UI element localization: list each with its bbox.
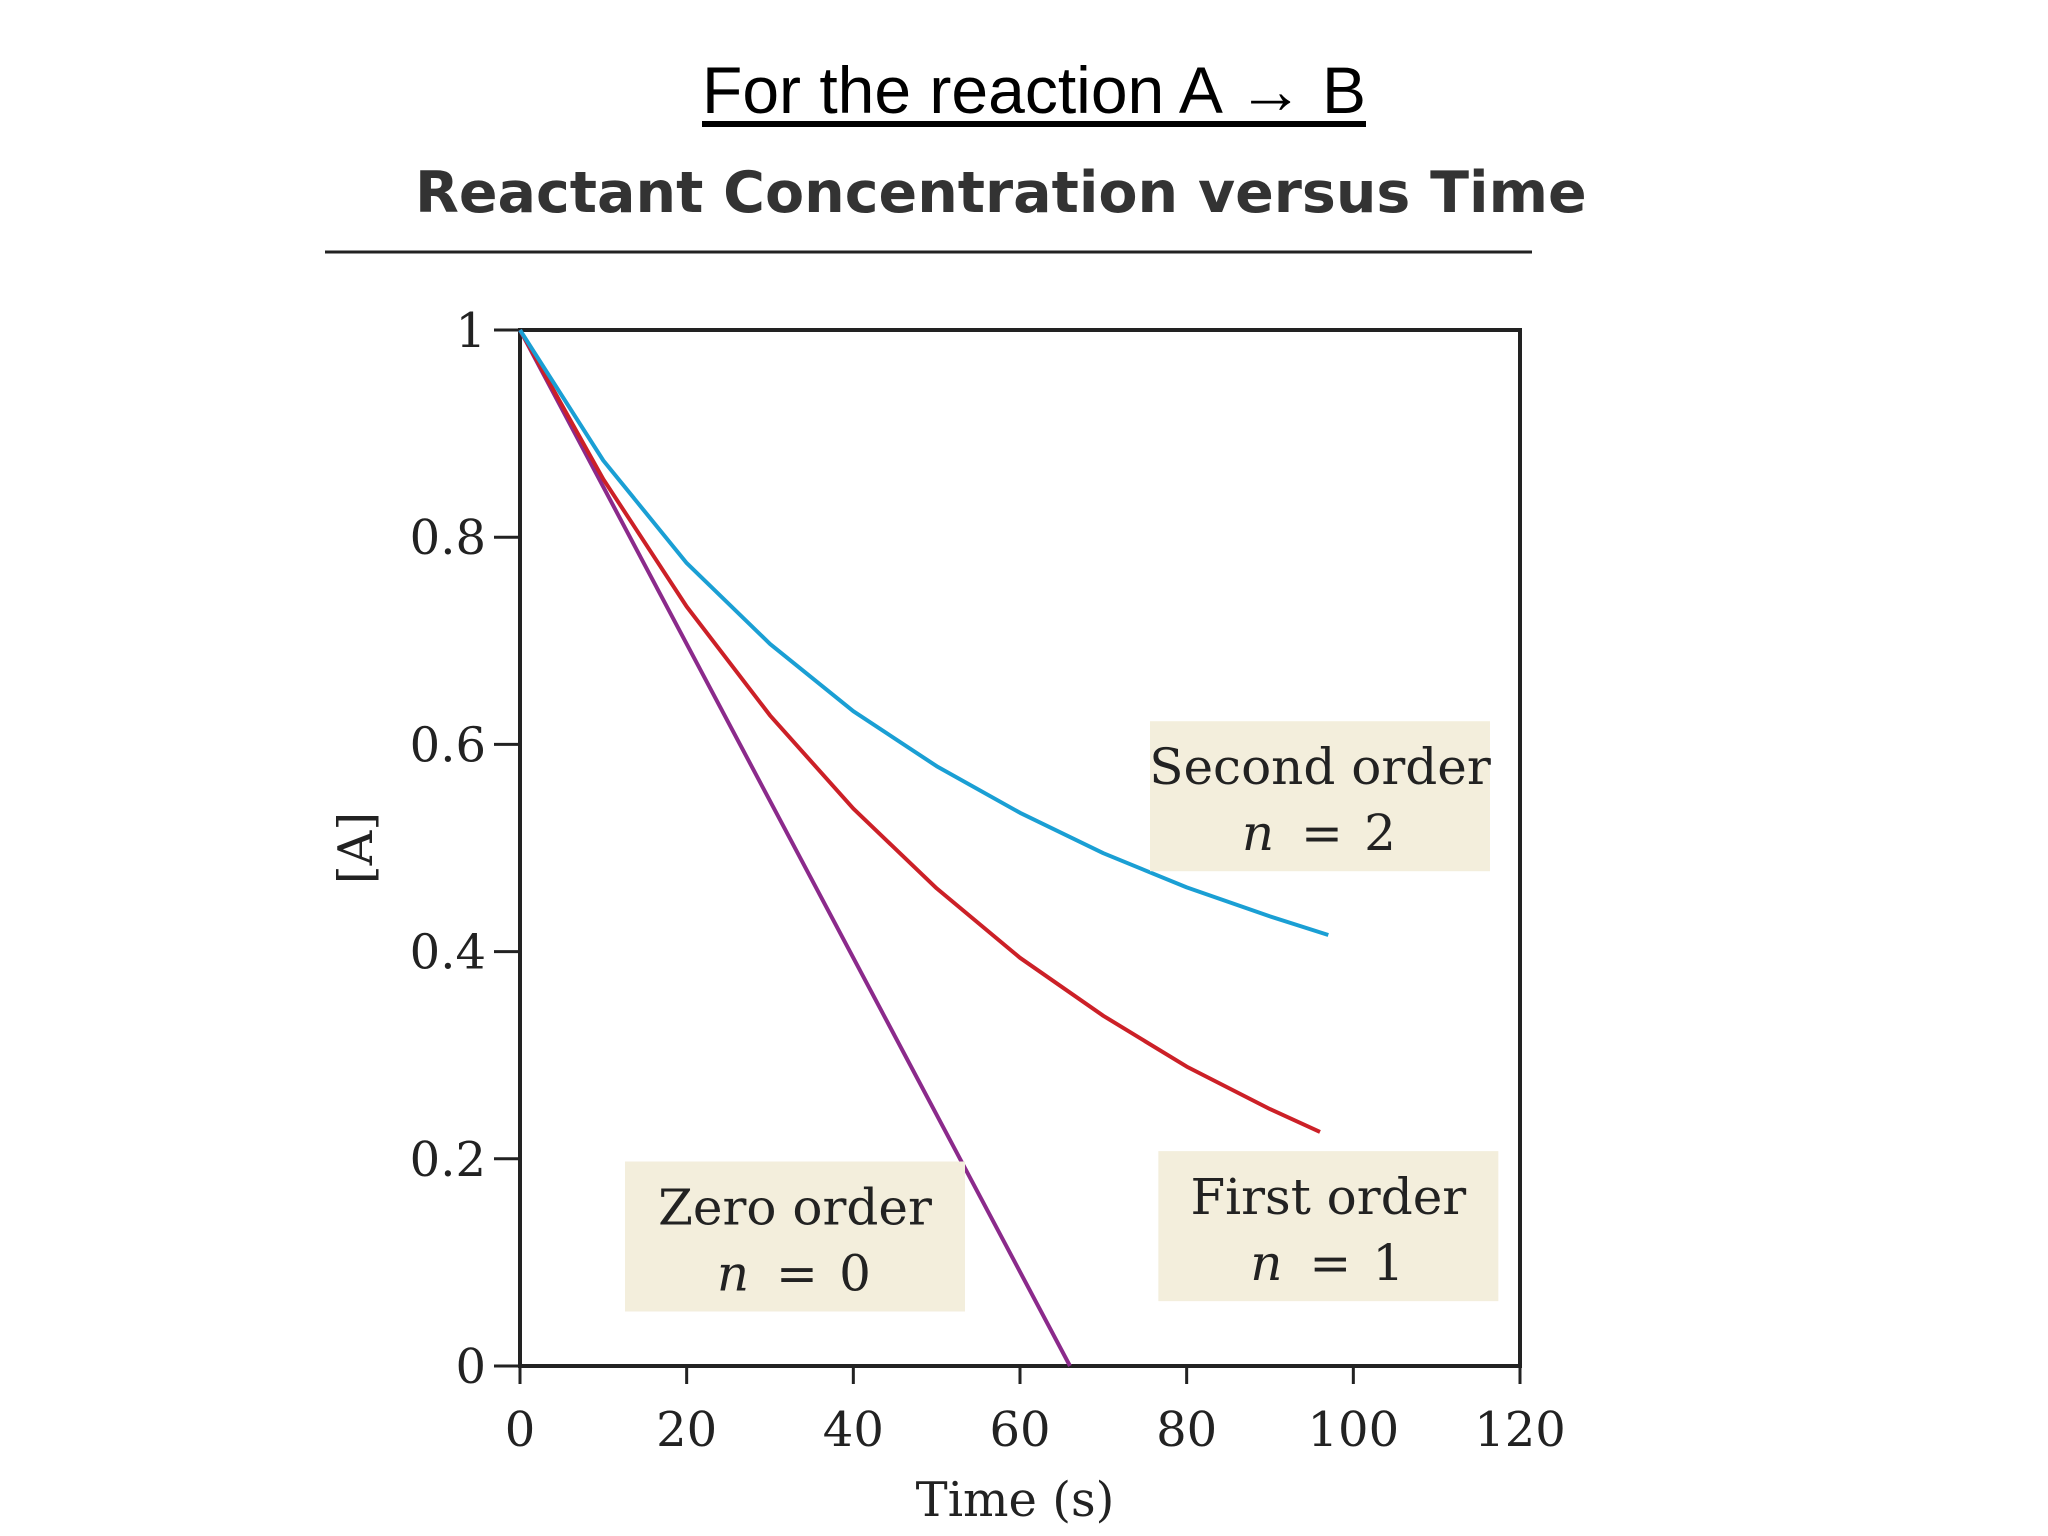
- series-line-first-order: [518, 329, 1321, 1134]
- y-tick-label: 0.4: [410, 925, 486, 981]
- slide-heading: For the reaction A → B: [702, 53, 1366, 127]
- x-tick-label: 20: [656, 1402, 717, 1458]
- annotation-box-first-order: [1158, 1151, 1499, 1302]
- annotation-value-first-order: 1: [1372, 1234, 1404, 1292]
- annotation-n-first-order: n: [1250, 1234, 1282, 1292]
- annotation-title-zero-order: Zero order: [658, 1179, 932, 1237]
- annotation-n-zero-order: n: [717, 1245, 749, 1303]
- annotation-box-zero-order: [625, 1161, 965, 1312]
- x-tick-label: 80: [1156, 1402, 1217, 1458]
- x-tick-label: 120: [1474, 1402, 1566, 1458]
- annotation-eq-second-order: =: [1301, 804, 1343, 862]
- series-line-second-order: [518, 328, 1329, 937]
- annotation-value-zero-order: 0: [839, 1245, 871, 1303]
- x-axis-label: Time (s): [916, 1472, 1115, 1528]
- series-line-zero-order: [518, 329, 1072, 1367]
- annotation-box-second-order: [1150, 721, 1490, 872]
- annotation-n-second-order: n: [1242, 804, 1274, 862]
- annotation-title-second-order: Second order: [1149, 738, 1491, 796]
- y-tick-label: 0.2: [410, 1132, 486, 1188]
- y-tick-label: 0.8: [410, 510, 486, 566]
- annotation-value-second-order: 2: [1364, 804, 1396, 862]
- x-tick-label: 60: [989, 1402, 1050, 1458]
- y-tick-label: 0: [455, 1339, 486, 1395]
- chart-title: Reactant Concentration versus Time: [415, 160, 1587, 226]
- x-tick-label: 0: [505, 1402, 536, 1458]
- x-tick-label: 40: [823, 1402, 884, 1458]
- annotation-title-first-order: First order: [1190, 1168, 1466, 1226]
- x-tick-label: 100: [1308, 1402, 1400, 1458]
- y-axis-label: [A]: [328, 812, 384, 884]
- annotation-eq-first-order: =: [1309, 1234, 1351, 1292]
- y-tick-label: 0.6: [410, 717, 486, 773]
- annotation-eq-zero-order: =: [776, 1245, 818, 1303]
- y-tick-label: 1: [455, 303, 486, 359]
